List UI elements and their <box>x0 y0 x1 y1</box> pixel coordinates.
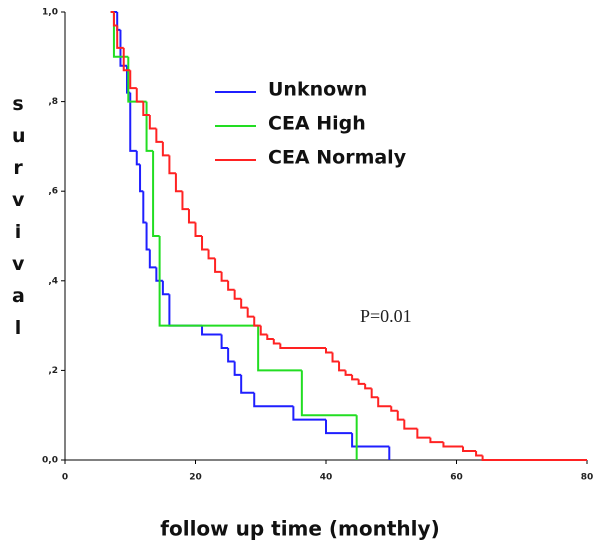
survival-step <box>396 410 405 421</box>
legend-label: Unknown <box>268 79 367 101</box>
survival-step <box>129 70 137 90</box>
survival-step <box>253 392 294 408</box>
x-tick-label: 80 <box>581 473 594 483</box>
survival-step <box>142 191 147 224</box>
survival-step <box>155 267 163 282</box>
survival-step <box>161 141 170 157</box>
survival-step <box>351 433 390 448</box>
survival-step <box>201 236 209 251</box>
legend-label: CEA High <box>268 113 366 135</box>
survival-step <box>338 361 346 372</box>
legend-label: CEA Normaly <box>268 147 407 169</box>
survival-step <box>481 455 587 461</box>
survival-step <box>357 379 366 385</box>
survival-step <box>112 12 118 27</box>
y-tick-label: 1,0 <box>42 8 58 18</box>
survival-step <box>135 88 144 103</box>
survival-step <box>377 397 392 408</box>
survival-step <box>233 289 242 300</box>
survival-step <box>214 258 222 273</box>
survival-step <box>325 348 333 354</box>
survival-step <box>351 374 359 381</box>
survival-step <box>475 451 483 457</box>
x-tick-label: 0 <box>62 473 68 483</box>
survival-step <box>194 222 203 237</box>
survival-step <box>246 307 255 318</box>
survival-step <box>168 294 203 327</box>
survival-step <box>416 428 431 439</box>
survival-step <box>266 334 274 341</box>
survival-step <box>462 446 477 453</box>
y-tick-label: ,8 <box>48 97 58 107</box>
x-tick-label: 40 <box>320 473 333 483</box>
survival-step <box>139 164 144 193</box>
survival-step <box>253 316 261 327</box>
survival-step <box>181 191 189 211</box>
survival-step <box>145 222 150 251</box>
y-tick-label: ,6 <box>48 187 58 197</box>
x-tick-label: 20 <box>189 473 202 483</box>
y-tick-label: ,4 <box>48 276 58 286</box>
survival-step <box>279 343 326 349</box>
x-axis-label: follow up time (monthly) <box>160 517 439 541</box>
survival-step <box>370 388 379 399</box>
annotation: P=0.01 <box>360 306 412 326</box>
survival-step <box>325 419 353 435</box>
survival-step <box>331 352 340 363</box>
survival-step <box>116 25 124 49</box>
survival-step <box>240 374 255 394</box>
survival-step <box>148 249 157 269</box>
survival-step <box>300 370 357 417</box>
survival-step <box>344 370 353 376</box>
survival-step <box>122 47 131 72</box>
survival-step <box>227 280 235 291</box>
survival-step <box>174 173 183 193</box>
survival-step <box>142 101 150 117</box>
survival-step <box>292 406 326 421</box>
y-tick-label: 0,0 <box>42 456 58 466</box>
survival-step <box>272 339 281 345</box>
survival-step <box>148 115 157 130</box>
survival-step <box>257 325 302 372</box>
survival-step <box>220 334 229 349</box>
survival-step <box>429 437 444 444</box>
x-tick-label: 60 <box>450 473 463 483</box>
y-tick-label: ,2 <box>48 366 58 376</box>
survival-step <box>135 150 141 166</box>
survival-step <box>187 209 196 224</box>
survival-step <box>129 92 137 152</box>
y-axis-label: survival <box>12 93 26 339</box>
survival-step <box>152 150 160 237</box>
survival-step <box>364 383 372 390</box>
survival-step <box>390 406 398 412</box>
survival-step <box>220 271 229 282</box>
survival-step <box>442 442 464 448</box>
survival-step <box>227 348 235 363</box>
survival-step <box>155 128 163 143</box>
survival-step <box>158 236 259 327</box>
survival-step <box>145 101 154 152</box>
survival-step <box>168 155 176 175</box>
survival-step <box>403 419 418 430</box>
survival-step <box>240 298 248 309</box>
survival-step <box>233 361 242 376</box>
survival-step <box>259 325 268 336</box>
survival-step <box>201 325 222 336</box>
survival-step <box>207 249 216 260</box>
survival-step <box>161 280 170 296</box>
survival-step <box>119 29 127 67</box>
